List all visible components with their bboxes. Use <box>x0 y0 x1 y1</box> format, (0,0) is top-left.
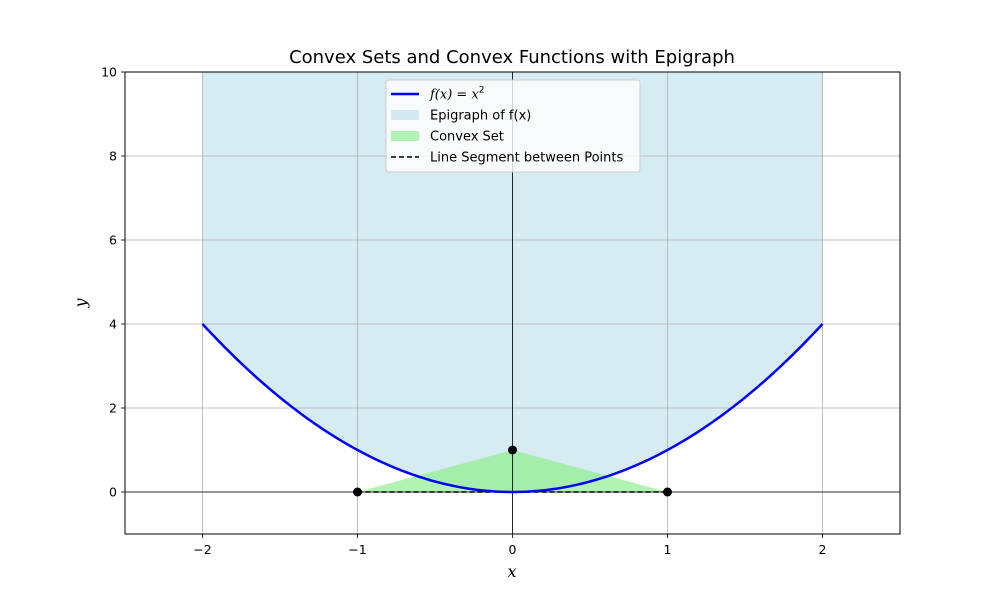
y-tick-label: 2 <box>109 401 117 416</box>
legend-handle-convex <box>391 131 419 141</box>
chart-title: Convex Sets and Convex Functions with Ep… <box>289 47 735 68</box>
legend-label: f(x) = x2 <box>429 86 485 103</box>
legend-box <box>385 79 641 173</box>
x-tick-label: 1 <box>664 542 672 557</box>
x-axis-label: x <box>507 562 516 581</box>
fx-curve <box>201 323 824 494</box>
legend: f(x) = x2 Epigraph of f(x) Convex Set Line … <box>385 79 641 173</box>
legend-label: Convex Set <box>430 130 504 145</box>
x-tick-label: −2 <box>193 542 211 557</box>
x-tick-label: 0 <box>509 542 517 557</box>
legend-handle-epigraph <box>391 110 419 120</box>
data-point <box>663 487 672 497</box>
y-tick-label: 8 <box>109 149 117 164</box>
x-tick-label: 2 <box>819 542 827 557</box>
x-tick-label: −1 <box>348 542 366 557</box>
data-point <box>508 445 517 455</box>
plot-area: −2 −1 0 1 2 0 2 4 6 8 10 f(x) = x2 Epigraph of f(x) C… <box>101 65 901 557</box>
y-tick-label: 4 <box>109 317 117 332</box>
legend-label: Epigraph of f(x) <box>430 109 531 124</box>
data-point <box>353 487 362 497</box>
legend-label: Line Segment between Points <box>430 151 623 166</box>
y-tick-label: 6 <box>109 233 117 248</box>
y-tick-label: 0 <box>109 485 117 500</box>
y-tick-label: 10 <box>101 65 117 80</box>
y-axis-label: y <box>71 298 90 309</box>
